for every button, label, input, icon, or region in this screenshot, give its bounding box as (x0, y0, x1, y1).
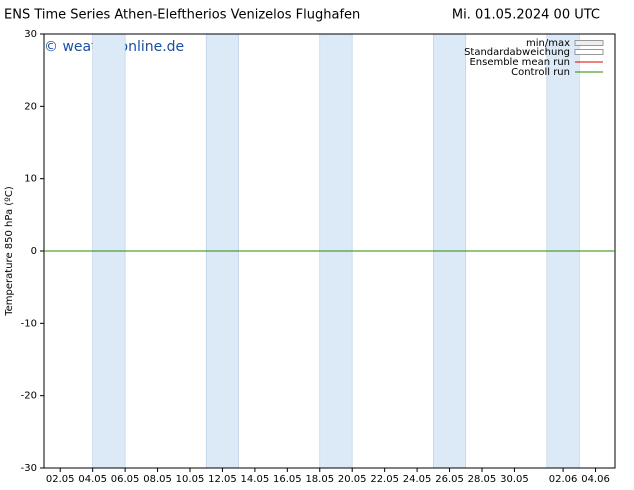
x-tick-label: 28.05 (468, 474, 497, 485)
y-tick-label: -20 (21, 391, 37, 402)
x-tick-label: 26.05 (435, 474, 464, 485)
x-tick-label: 04.05 (78, 474, 107, 485)
x-tick-label: 30.05 (500, 474, 529, 485)
x-tick-label: 02.05 (46, 474, 75, 485)
x-tick-label: 10.05 (176, 474, 205, 485)
y-tick-label: 30 (24, 29, 37, 40)
y-tick-label: 10 (24, 174, 37, 185)
legend-label: min/max (526, 38, 570, 49)
legend-swatch (574, 40, 604, 46)
legend-label: Ensemble mean run (469, 57, 570, 68)
x-tick-label: 24.05 (403, 474, 432, 485)
legend-swatch (574, 49, 604, 55)
legend-label: Standardabweichung (464, 47, 570, 58)
chart-date: Mi. 01.05.2024 00 UTC (452, 8, 600, 23)
x-tick-label: 14.05 (241, 474, 270, 485)
legend-label: Controll run (511, 67, 570, 78)
y-tick-label: -10 (21, 318, 37, 329)
y-tick-label: 20 (24, 101, 37, 112)
y-tick-label: 0 (31, 246, 37, 257)
chart-title: ENS Time Series Athen-Eleftherios Venize… (4, 8, 360, 23)
x-tick-label: 02.06 (549, 474, 578, 485)
x-tick-label: 18.05 (305, 474, 334, 485)
x-tick-label: 12.05 (208, 474, 237, 485)
x-tick-label: 04.06 (581, 474, 610, 485)
x-tick-label: 16.05 (273, 474, 302, 485)
x-tick-label: 22.05 (370, 474, 399, 485)
x-tick-label: 20.05 (338, 474, 367, 485)
x-tick-label: 06.05 (111, 474, 140, 485)
x-tick-label: 08.05 (143, 474, 172, 485)
y-tick-label: -30 (21, 463, 37, 474)
y-axis-label: Temperature 850 hPa (ºC) (4, 186, 15, 317)
